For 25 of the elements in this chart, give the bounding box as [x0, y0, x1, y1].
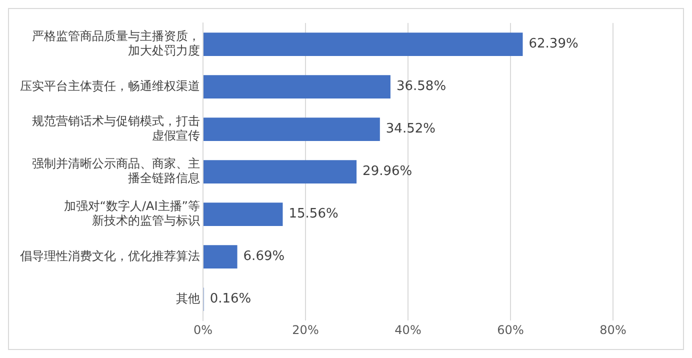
data-label: 0.16%: [210, 292, 252, 307]
data-label: 29.96%: [362, 164, 412, 180]
bar: [204, 75, 390, 98]
bar: [204, 160, 357, 184]
y-tick-label: 强制并清晰公示商品、商家、主播全链路信息: [32, 156, 200, 186]
data-label: 6.69%: [243, 249, 285, 264]
data-label: 36.58%: [396, 79, 446, 94]
data-label: 62.39%: [528, 36, 578, 52]
y-tick-label: 其他: [176, 291, 200, 306]
x-tick-label: 80%: [600, 322, 626, 337]
y-tick-label: 压实平台主体责任，畅通维权渠道: [20, 78, 200, 93]
data-label: 15.56%: [288, 206, 338, 222]
bar: [204, 32, 523, 56]
x-tick-label: 60%: [497, 322, 524, 337]
y-tick-label: 规范营销话术与促销模式，打击虚假宣传: [32, 114, 200, 143]
data-label: 34.52%: [386, 122, 436, 137]
x-tick-label: 20%: [292, 322, 319, 337]
y-tick-label: 加强对“数字人/AI主播”等新技术的监管与标识: [64, 199, 200, 228]
y-tick-label: 倡导理性消费文化，优化推荐算法: [19, 248, 200, 263]
bar: [204, 118, 380, 141]
bar: [204, 245, 238, 269]
bar: [204, 202, 283, 226]
x-tick-label: 40%: [394, 322, 422, 337]
x-tick-label: 0%: [193, 322, 213, 337]
y-tick-label: 严格监管商品质量与主播资质，加大处罚力度: [32, 29, 200, 58]
